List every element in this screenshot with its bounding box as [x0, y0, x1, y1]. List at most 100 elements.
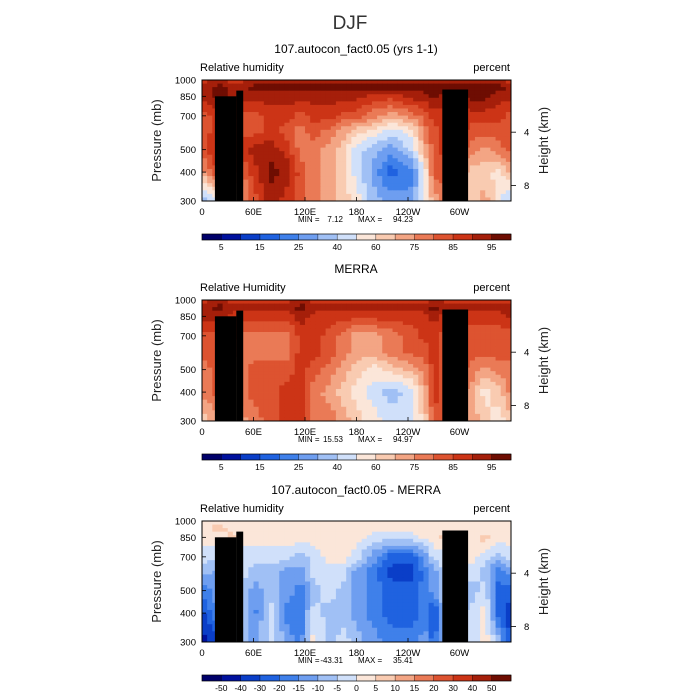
section-cell	[232, 521, 239, 525]
section-cell	[351, 392, 357, 397]
section-cell	[330, 367, 337, 372]
section-cell	[371, 161, 378, 166]
terrain-block	[442, 89, 469, 201]
section-cell	[485, 144, 491, 149]
section-cell	[418, 122, 424, 127]
section-cell	[371, 197, 378, 202]
section-cell	[207, 560, 213, 565]
section-cell	[402, 126, 409, 131]
section-cell	[289, 172, 296, 177]
section-cell	[335, 310, 342, 315]
section-cell	[268, 356, 275, 361]
section-cell	[330, 560, 337, 565]
section-cell	[366, 168, 373, 173]
section-cell	[356, 317, 363, 322]
section-cell	[500, 104, 507, 109]
section-cell	[268, 531, 275, 536]
left-corner-label: Relative humidity	[200, 62, 284, 74]
section-cell	[243, 328, 249, 333]
section-cell	[294, 161, 301, 166]
section-cell	[274, 303, 280, 308]
section-cell	[474, 183, 481, 188]
section-cell	[294, 342, 301, 347]
section-cell	[408, 172, 414, 177]
section-cell	[299, 101, 306, 106]
section-cell	[387, 549, 393, 554]
section-cell	[366, 560, 373, 565]
section-cell	[279, 563, 285, 568]
section-cell	[480, 115, 486, 120]
section-cell	[500, 349, 507, 354]
section-cell	[366, 101, 373, 106]
section-cell	[310, 151, 316, 156]
section-cell	[495, 133, 502, 138]
section-cell	[438, 183, 445, 188]
section-cell	[320, 521, 326, 525]
section-cell	[207, 144, 213, 149]
section-cell	[490, 144, 496, 149]
section-cell	[480, 371, 486, 376]
section-cell	[377, 317, 383, 322]
section-cell	[279, 538, 285, 543]
section-cell	[408, 87, 414, 92]
section-cell	[490, 417, 496, 422]
section-cell	[423, 129, 429, 134]
section-cell	[474, 342, 481, 347]
section-cell	[505, 321, 512, 326]
section-cell	[480, 126, 486, 131]
section-cell	[413, 342, 419, 347]
section-cell	[480, 339, 486, 344]
section-cell	[490, 535, 496, 540]
section-cell	[330, 324, 337, 329]
section-cell	[428, 161, 435, 166]
section-cell	[500, 403, 507, 408]
colorbar-swatch	[279, 454, 299, 460]
section-cell	[263, 126, 270, 131]
section-cell	[377, 328, 383, 333]
section-cell	[454, 524, 460, 529]
section-cell	[335, 101, 342, 106]
section-cell	[258, 179, 265, 184]
section-cell	[356, 549, 363, 554]
section-cell	[284, 317, 290, 322]
section-cell	[480, 303, 486, 308]
section-cell	[253, 317, 260, 322]
section-cell	[402, 346, 409, 351]
y-tick-label: 400	[180, 168, 196, 179]
section-cell	[413, 556, 419, 561]
section-cell	[485, 80, 491, 84]
section-cell	[382, 161, 388, 166]
section-cell	[402, 197, 409, 202]
section-cell	[284, 97, 290, 102]
section-cell	[315, 521, 321, 525]
max-label: MAX =	[358, 215, 383, 224]
section-cell	[263, 396, 270, 401]
section-cell	[330, 176, 337, 181]
section-cell	[274, 104, 280, 109]
section-cell	[268, 176, 275, 181]
section-cell	[294, 136, 301, 141]
section-cell	[315, 87, 321, 92]
section-cell	[469, 342, 476, 347]
section-cell	[207, 186, 213, 191]
section-cell	[279, 83, 285, 88]
section-cell	[469, 413, 476, 418]
section-cell	[454, 83, 460, 88]
section-cell	[490, 97, 496, 102]
section-cell	[377, 307, 383, 312]
section-cell	[505, 83, 512, 88]
section-cell	[351, 521, 357, 525]
section-cell	[341, 388, 347, 393]
section-cell	[428, 403, 435, 408]
section-cell	[371, 158, 378, 163]
section-cell	[490, 108, 496, 113]
section-cell	[371, 147, 378, 152]
section-cell	[418, 410, 424, 415]
section-cell	[500, 417, 507, 422]
section-cell	[320, 133, 326, 138]
section-cell	[305, 332, 311, 336]
section-cell	[397, 176, 404, 181]
section-cell	[207, 193, 213, 198]
section-cell	[320, 310, 326, 315]
section-cell	[387, 364, 393, 369]
